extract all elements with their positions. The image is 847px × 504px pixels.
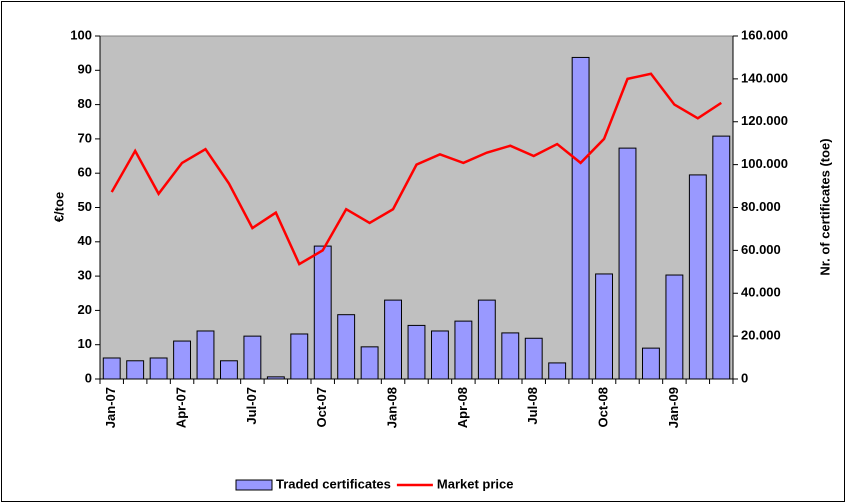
y-tick-label: 20 bbox=[78, 302, 92, 317]
bar bbox=[688, 174, 707, 380]
y-axis-title: €/toe bbox=[51, 192, 66, 222]
bar bbox=[571, 56, 590, 380]
bar bbox=[665, 274, 684, 380]
x-tick-label: Jul-07 bbox=[244, 387, 259, 425]
legend-label: Traded certificates bbox=[276, 476, 391, 491]
bar bbox=[337, 314, 356, 380]
y-tick-label: 30 bbox=[78, 268, 92, 283]
x-tick-label: Jul-08 bbox=[525, 387, 540, 425]
bar bbox=[618, 147, 637, 380]
bar bbox=[524, 337, 543, 380]
bar bbox=[220, 360, 238, 380]
y-tick-label: 90 bbox=[78, 62, 92, 77]
y-tick-label: 40 bbox=[78, 233, 92, 248]
y-tick-label: 50 bbox=[78, 199, 92, 214]
bar bbox=[712, 135, 731, 380]
y-tick-label: 70 bbox=[78, 130, 92, 145]
y-tick-label: 60 bbox=[78, 165, 92, 180]
y-tick-label: 80 bbox=[78, 96, 92, 111]
legend-label: Market price bbox=[437, 476, 514, 491]
bar bbox=[501, 332, 520, 380]
y-tick-label: 100 bbox=[70, 27, 92, 42]
bar bbox=[548, 362, 567, 380]
y2-tick-label: 100.000 bbox=[741, 156, 788, 171]
bar bbox=[431, 330, 449, 380]
y2-tick-label: 120.000 bbox=[741, 113, 788, 128]
x-tick-label: Jan-09 bbox=[666, 387, 681, 428]
bar bbox=[360, 346, 379, 380]
bar bbox=[149, 357, 168, 380]
y2-tick-label: 40.000 bbox=[741, 285, 781, 300]
bar bbox=[102, 357, 121, 380]
bar bbox=[290, 333, 309, 380]
y2-tick-label: 0 bbox=[741, 370, 748, 385]
bar bbox=[196, 330, 215, 380]
x-tick-label: Oct-08 bbox=[595, 387, 610, 427]
legend-swatch bbox=[235, 479, 273, 491]
x-tick-label: Apr-07 bbox=[173, 387, 188, 428]
y2-axis-title: Nr. of certificates (toe) bbox=[817, 138, 832, 275]
bar bbox=[173, 340, 191, 380]
bar bbox=[407, 324, 426, 380]
x-tick-label: Apr-08 bbox=[455, 387, 470, 428]
bar bbox=[477, 299, 496, 380]
x-tick-label: Jan-07 bbox=[103, 387, 118, 428]
bar bbox=[243, 335, 262, 380]
x-tick-label: Oct-07 bbox=[314, 387, 329, 427]
y2-tick-label: 140.000 bbox=[741, 70, 788, 85]
y-tick-label: 10 bbox=[78, 336, 92, 351]
y-tick-label: 0 bbox=[85, 370, 92, 385]
y2-tick-label: 80.000 bbox=[741, 199, 781, 214]
bar bbox=[126, 360, 145, 380]
bar bbox=[454, 320, 473, 380]
bar bbox=[642, 347, 660, 380]
x-tick-label: Jan-08 bbox=[384, 387, 399, 428]
bar bbox=[313, 245, 332, 380]
y2-tick-label: 160.000 bbox=[741, 27, 788, 42]
bar bbox=[595, 273, 613, 380]
y2-tick-label: 20.000 bbox=[741, 328, 781, 343]
y2-tick-label: 60.000 bbox=[741, 242, 781, 257]
bar bbox=[384, 299, 402, 380]
price-line bbox=[110, 72, 722, 266]
